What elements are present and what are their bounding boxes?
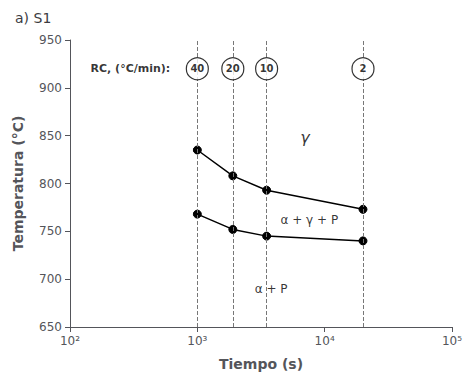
svg-text:850: 850 bbox=[39, 129, 62, 143]
svg-text:Temperatura (°C): Temperatura (°C) bbox=[10, 116, 26, 252]
svg-text:20: 20 bbox=[226, 63, 240, 74]
svg-text:10⁴: 10⁴ bbox=[315, 334, 335, 348]
svg-text:700: 700 bbox=[39, 272, 62, 286]
svg-text:40: 40 bbox=[190, 63, 204, 74]
svg-text:650: 650 bbox=[39, 320, 62, 334]
svg-text:α + γ + P: α + γ + P bbox=[281, 213, 339, 227]
svg-text:Tiempo (s): Tiempo (s) bbox=[219, 356, 303, 372]
svg-text:α + P: α + P bbox=[255, 282, 288, 296]
svg-text:2: 2 bbox=[360, 63, 367, 74]
svg-text:10⁵: 10⁵ bbox=[442, 334, 462, 348]
svg-text:a) S1: a) S1 bbox=[15, 10, 51, 26]
svg-text:900: 900 bbox=[39, 81, 62, 95]
svg-text:750: 750 bbox=[39, 224, 62, 238]
svg-text:950: 950 bbox=[39, 33, 62, 47]
svg-text:10: 10 bbox=[260, 63, 274, 74]
svg-text:800: 800 bbox=[39, 177, 62, 191]
svg-text:10²: 10² bbox=[60, 334, 80, 348]
svg-text:RC, (°C/min):: RC, (°C/min): bbox=[91, 62, 171, 75]
svg-text:10³: 10³ bbox=[187, 334, 207, 348]
svg-text:γ: γ bbox=[300, 128, 311, 147]
